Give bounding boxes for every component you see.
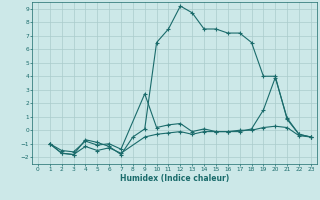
X-axis label: Humidex (Indice chaleur): Humidex (Indice chaleur) <box>120 174 229 183</box>
